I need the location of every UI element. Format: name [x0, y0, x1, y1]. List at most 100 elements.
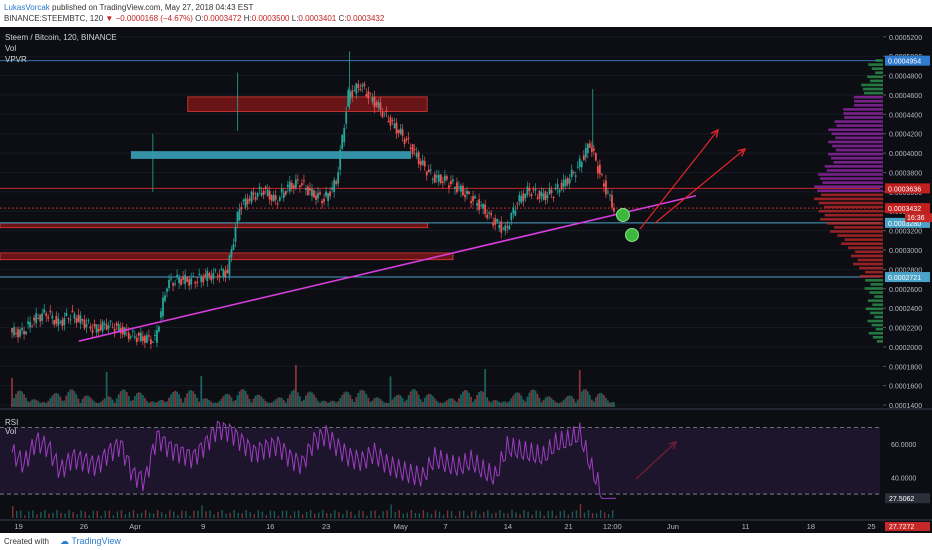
ohlc-low-value: 0.0003401 [298, 14, 337, 23]
volume-bar [405, 399, 408, 407]
candle-body [148, 335, 150, 337]
publisher-name[interactable]: LukasVorcak [4, 3, 50, 12]
candle-body [234, 226, 237, 242]
volume-bar [133, 396, 136, 407]
candle-body [214, 269, 217, 271]
volume-bar [67, 391, 70, 407]
volume-bar [311, 392, 313, 407]
volume-bar [333, 400, 336, 407]
published-text: published on TradingView.com, May 27, 20… [52, 3, 254, 12]
legend-vpvr[interactable]: VPVR [5, 55, 27, 64]
volume-bar [121, 389, 124, 407]
volume-bar [29, 401, 32, 407]
support-circle [616, 208, 630, 222]
volume-bar [379, 399, 382, 407]
candle-body [206, 270, 209, 282]
volume-bar [548, 396, 551, 407]
arrow-up-2 [654, 149, 745, 224]
candle-body [351, 90, 354, 97]
volume-bar [23, 394, 25, 407]
volume-bar [538, 397, 541, 407]
rsi-volume-bar [354, 514, 356, 518]
rsi-volume-bar [233, 510, 235, 518]
volume-bar [262, 398, 265, 407]
rsi-volume-bar [297, 510, 300, 518]
volume-bar [445, 400, 448, 407]
rsi-volume-bar [92, 510, 94, 518]
rsi-volume-bar [116, 511, 119, 518]
volume-bar [294, 365, 297, 407]
rsi-volume-bar [430, 514, 433, 518]
candle-body [423, 161, 426, 167]
volume-bar [506, 402, 509, 407]
candle-body [55, 315, 58, 324]
rsi-volume-bar [559, 511, 562, 518]
vpvr-bar [874, 295, 883, 298]
volume-bar [484, 369, 487, 407]
candle-body [377, 101, 380, 108]
volume-bar [359, 390, 362, 407]
rsi-volume-bar [12, 506, 14, 518]
candle-body [194, 282, 197, 284]
rsi-volume-bar [507, 513, 509, 518]
volume-bar [454, 400, 456, 407]
volume-bar [178, 394, 181, 407]
rsi-volume-bar [450, 511, 453, 518]
candle-body [27, 321, 30, 325]
candle-body [508, 225, 511, 230]
volume-bar [164, 401, 166, 407]
candle-body [468, 191, 470, 195]
candle-body [365, 94, 368, 97]
volume-bar [43, 402, 46, 407]
publisher-line: LukasVorcak published on TradingView.com… [4, 3, 253, 12]
legend-vol[interactable]: Vol [5, 44, 17, 53]
volume-bar [77, 398, 80, 407]
vpvr-bar [869, 291, 883, 294]
rsi-volume-bar [499, 510, 501, 518]
volume-bar [11, 378, 13, 407]
volume-bar [37, 401, 40, 407]
volume-bar [248, 398, 251, 407]
volume-bar [85, 395, 88, 407]
volume-bar [309, 391, 311, 407]
tradingview-logo[interactable]: ☁ TradingView [60, 536, 121, 547]
rsi-volume-bar [591, 513, 594, 518]
candle-body [331, 187, 334, 190]
candle-body [572, 171, 575, 173]
volume-bar [69, 389, 72, 407]
volume-bar [450, 398, 452, 407]
candle-body [554, 188, 557, 190]
red-zone-mid [0, 222, 429, 229]
rsi-line [11, 420, 617, 500]
candle-body [272, 194, 275, 202]
candle-body [158, 326, 160, 332]
volume-bar [296, 392, 299, 407]
vpvr-bar [836, 124, 883, 127]
volume-bar [413, 389, 416, 407]
volume-bar [168, 397, 170, 407]
volume-bar [111, 399, 114, 407]
candle-body [21, 328, 23, 331]
price-tick-label: 0.0002200 [889, 326, 922, 333]
legend-rsi[interactable]: RSI [5, 418, 19, 427]
candle-body [570, 169, 573, 177]
price-tick-label: 0.0005200 [889, 35, 922, 42]
candle-body [339, 149, 342, 170]
candle-body [65, 312, 68, 317]
volume-bar [490, 402, 493, 407]
candle-body [266, 189, 269, 197]
candle-body [605, 180, 607, 195]
volume-bar [530, 389, 533, 407]
candle-body [77, 314, 80, 322]
time-tick-label: 18 [807, 522, 815, 531]
rsi-volume-bar [603, 512, 606, 518]
volume-bar [113, 402, 116, 407]
candle-body [357, 84, 360, 89]
chart-area[interactable]: 0.00052000.00050000.00048000.00046000.00… [0, 27, 932, 533]
chart-canvas[interactable]: 0.00052000.00050000.00048000.00046000.00… [0, 27, 932, 533]
vpvr-bar [876, 340, 883, 343]
candle-body [81, 318, 84, 321]
legend-rsi-vol[interactable]: Vol [5, 427, 17, 436]
rsi-volume-bar [382, 511, 384, 518]
volume-bar [236, 395, 239, 407]
